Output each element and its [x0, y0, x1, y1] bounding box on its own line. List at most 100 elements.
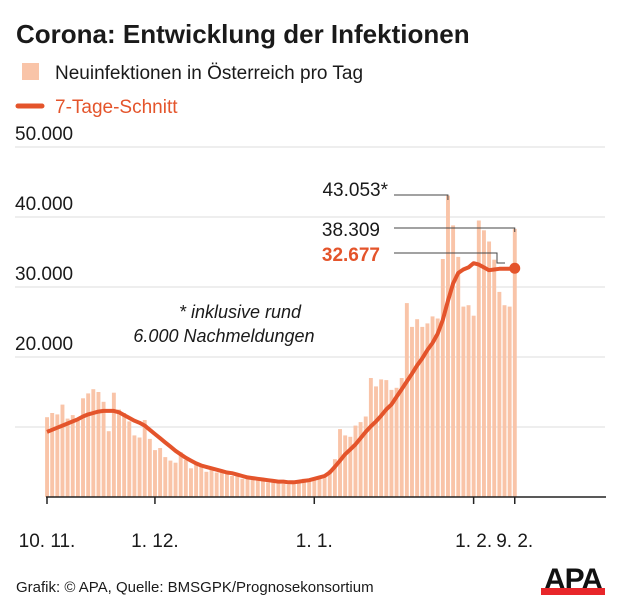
- bar: [384, 380, 389, 497]
- bar: [435, 318, 440, 497]
- y-tick-label: 50.000: [15, 124, 73, 145]
- bar: [245, 477, 250, 497]
- bar: [240, 478, 245, 497]
- x-tick-label: 1. 1.: [296, 531, 333, 552]
- y-tick-label: 20.000: [15, 334, 73, 355]
- bar: [209, 469, 214, 497]
- legend-bar-swatch: [22, 63, 39, 80]
- x-tick-label: 1. 2.: [455, 531, 492, 552]
- bar: [312, 477, 317, 497]
- bar: [296, 481, 301, 497]
- bar: [374, 386, 378, 497]
- bar: [420, 326, 425, 497]
- bar: [189, 468, 193, 497]
- bar: [281, 483, 286, 497]
- bar: [168, 460, 173, 497]
- annotation-leader: [394, 227, 516, 232]
- bar: [142, 420, 147, 497]
- bar: [379, 379, 384, 497]
- annotation-average-label: 32.677: [322, 245, 380, 266]
- bar: [65, 418, 70, 497]
- bar: [81, 398, 85, 497]
- line-end-marker: [509, 262, 521, 274]
- bar: [219, 470, 224, 497]
- bar: [404, 303, 409, 497]
- x-tick-label: 10. 11.: [19, 531, 76, 552]
- bar: [194, 462, 199, 497]
- chart-title: Corona: Entwicklung der Infektionen: [16, 19, 470, 49]
- bar: [507, 306, 512, 497]
- bar: [111, 392, 116, 497]
- bar: [173, 462, 178, 497]
- bar: [158, 448, 163, 497]
- x-tick-label: 9. 2.: [496, 531, 533, 552]
- bar: [286, 484, 291, 497]
- bar: [163, 457, 168, 497]
- bar: [50, 413, 55, 497]
- bar: [132, 435, 137, 497]
- y-tick-label: 40.000: [15, 194, 73, 215]
- bar: [466, 305, 471, 497]
- bar: [91, 389, 96, 497]
- bar: [178, 452, 183, 497]
- annotation-peak-label: 43.053*: [322, 180, 388, 201]
- source-footer: Grafik: © APA, Quelle: BMSGPK/Prognoseko…: [16, 579, 374, 596]
- bar: [451, 225, 456, 497]
- bar: [101, 401, 106, 497]
- bar: [368, 378, 373, 497]
- bar: [70, 415, 75, 497]
- bar: [332, 459, 337, 497]
- bar: [153, 450, 157, 497]
- bar: [322, 476, 327, 497]
- bar: [266, 482, 271, 497]
- bar: [204, 471, 209, 497]
- bar: [307, 478, 312, 497]
- bar: [230, 476, 235, 497]
- bar: [492, 259, 497, 497]
- bar: [276, 483, 281, 497]
- bar: [60, 404, 65, 497]
- bar: [476, 220, 481, 497]
- bar: [96, 392, 101, 497]
- bar: [225, 473, 229, 497]
- bar: [394, 387, 399, 497]
- bar: [86, 393, 91, 497]
- annotation-note-line1: * inklusive rund: [179, 302, 302, 322]
- series-line-7-tage-schnitt: [46, 261, 515, 485]
- bar: [127, 421, 132, 497]
- x-tick-label: 1. 12.: [131, 531, 179, 552]
- bar: [440, 259, 445, 497]
- bar: [358, 422, 363, 497]
- apa-logo: APA: [541, 563, 605, 596]
- bar: [117, 409, 121, 497]
- bar: [302, 478, 306, 497]
- bar: [461, 306, 466, 497]
- annotation-leader: [394, 252, 505, 264]
- bar: [235, 474, 240, 497]
- bar: [410, 326, 414, 497]
- bar: [399, 378, 404, 497]
- legend-bar-label: Neuinfektionen in Österreich pro Tag: [55, 63, 363, 84]
- bar: [260, 480, 265, 497]
- bar: [512, 228, 517, 497]
- bar: [214, 472, 219, 497]
- bar: [389, 389, 394, 497]
- annotation-note-line2: 6.000 Nachmeldungen: [133, 326, 314, 346]
- bar: [348, 436, 353, 497]
- bar: [183, 459, 188, 497]
- bar: [255, 480, 260, 497]
- bar: [353, 425, 358, 497]
- bar: [363, 416, 368, 497]
- bar: [446, 195, 450, 497]
- bar: [75, 420, 80, 497]
- bar: [415, 319, 420, 497]
- bar: [137, 437, 142, 497]
- bar: [55, 414, 60, 497]
- bar: [456, 256, 461, 497]
- bar: [45, 417, 49, 497]
- bar: [199, 465, 204, 497]
- bar: [147, 438, 152, 497]
- bar: [122, 413, 127, 497]
